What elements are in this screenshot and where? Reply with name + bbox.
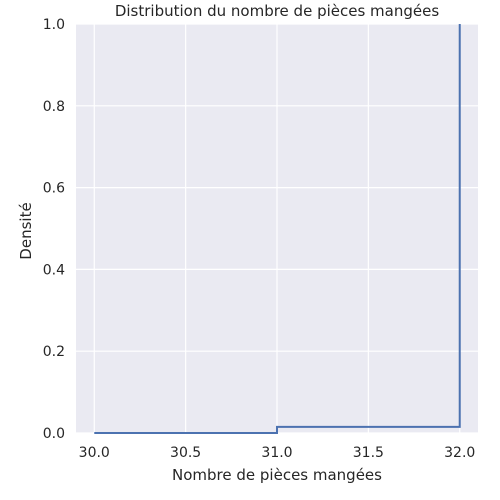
y-axis-label: Densité: [17, 202, 35, 259]
y-tick-label: 0.6: [43, 181, 65, 197]
series-line: [94, 24, 461, 434]
series-layer: [94, 24, 461, 434]
chart-title: Distribution du nombre de pièces mangées: [115, 2, 440, 20]
x-axis-label: Nombre de pièces mangées: [172, 466, 382, 484]
y-tick-label: 1.0: [43, 17, 65, 33]
x-tick-label: 30.0: [79, 445, 110, 461]
y-tick-label: 0.4: [43, 262, 65, 278]
tick-layer: 30.0 30.5 31.0 31.5 32.0 0.0 0.2 0.4 0.6 0.8 1.0: [43, 17, 476, 461]
y-tick-label: 0.2: [43, 344, 65, 360]
grid-layer: [76, 23, 478, 434]
y-tick-label: 0.0: [43, 426, 65, 442]
y-tick-label: 0.8: [43, 99, 65, 115]
x-tick-label: 30.5: [170, 445, 201, 461]
x-tick-label: 32.0: [444, 445, 475, 461]
x-tick-label: 31.5: [353, 445, 384, 461]
x-tick-label: 31.0: [261, 445, 292, 461]
